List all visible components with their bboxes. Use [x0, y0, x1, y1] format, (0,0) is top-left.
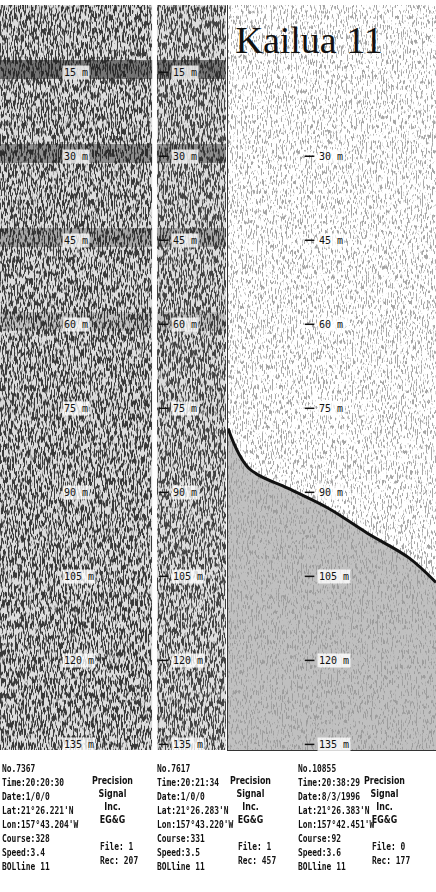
svg-text:60 m: 60 m	[319, 319, 343, 330]
html-text:Precision Signal Inc. EG&G: Precision Signal Inc. EG&G	[92, 774, 133, 826]
html-text:File: 1 Rec: 457: File: 1 Rec: 457	[238, 840, 277, 867]
svg-text:75 m: 75 m	[319, 403, 343, 414]
svg-text:60 m: 60 m	[173, 319, 197, 330]
svg-text:135 m: 135 m	[173, 739, 203, 750]
svg-text:15 m: 15 m	[173, 67, 197, 78]
svg-text:90 m: 90 m	[64, 487, 88, 498]
html-text:No.10855 Time:20:38:29 Date:8/: No.10855 Time:20:38:29 Date:8/3/1996 Lat…	[298, 762, 375, 873]
svg-text:120 m: 120 m	[319, 655, 349, 666]
svg-text:105 m: 105 m	[64, 571, 94, 582]
svg-text:120 m: 120 m	[64, 655, 94, 666]
svg-text:30 m: 30 m	[173, 151, 197, 162]
svg-text:60 m: 60 m	[64, 319, 88, 330]
svg-text:15 m: 15 m	[64, 67, 88, 78]
svg-text:135 m: 135 m	[64, 739, 94, 750]
svg-text:105 m: 105 m	[319, 571, 349, 582]
svg-text:30 m: 30 m	[319, 151, 343, 162]
svg-text:105 m: 105 m	[173, 571, 203, 582]
html-text:No.7617 Time:20:21:34 Date:1/0: No.7617 Time:20:21:34 Date:1/0/0 Lat:21°…	[157, 762, 234, 873]
html-text:File: 1 Rec: 207: File: 1 Rec: 207	[100, 840, 139, 867]
svg-text:45 m: 45 m	[64, 235, 88, 246]
svg-text:75 m: 75 m	[64, 403, 88, 414]
svg-text:45 m: 45 m	[173, 235, 197, 246]
svg-text:90 m: 90 m	[173, 487, 197, 498]
html-text:No.7367 Time:20:20:30 Date:1/0: No.7367 Time:20:20:30 Date:1/0/0 Lat:21°…	[2, 762, 79, 873]
html-text:Precision Signal Inc. EG&G: Precision Signal Inc. EG&G	[364, 774, 405, 826]
svg-text:75 m: 75 m	[173, 403, 197, 414]
html-text:Precision Signal Inc. EG&G: Precision Signal Inc. EG&G	[230, 774, 271, 826]
svg-text:45 m: 45 m	[319, 235, 343, 246]
svg-text:90 m: 90 m	[319, 487, 343, 498]
html-text:File: 0 Rec: 177: File: 0 Rec: 177	[372, 840, 411, 867]
svg-text:30 m: 30 m	[64, 151, 88, 162]
svg-text:120 m: 120 m	[173, 655, 203, 666]
svg-text:Kailua 11: Kailua 11	[235, 19, 382, 61]
svg-text:135 m: 135 m	[319, 739, 349, 750]
